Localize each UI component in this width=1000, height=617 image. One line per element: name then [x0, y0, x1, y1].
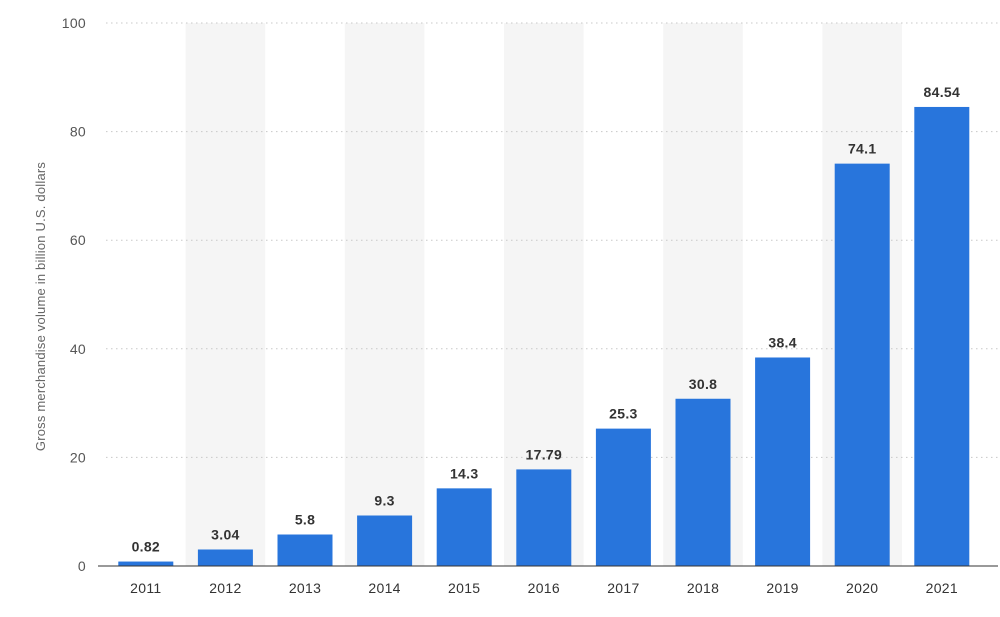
- y-tick-label: 20: [70, 449, 86, 465]
- bars: [118, 106, 970, 566]
- data-label: 25.3: [609, 406, 637, 422]
- x-tick-label: 2018: [687, 580, 719, 596]
- data-label: 30.8: [689, 376, 717, 392]
- data-label: 9.3: [374, 493, 394, 509]
- y-tick-label: 100: [62, 15, 86, 31]
- x-tick-label: 2017: [607, 580, 639, 596]
- x-tick-label: 2014: [368, 580, 400, 596]
- data-label: 38.4: [768, 334, 796, 350]
- bar-2019: [755, 357, 811, 566]
- x-tick-label: 2021: [926, 580, 958, 596]
- bar-2018: [675, 398, 731, 566]
- y-tick-label: 60: [70, 232, 86, 248]
- band-2014: [344, 23, 425, 566]
- x-tick-label: 2015: [448, 580, 480, 596]
- x-axis-ticks: 2011 2012 2013 2014 2015 2016 2017 2018 2019 2020…: [130, 580, 958, 596]
- bar-2012: [197, 549, 253, 566]
- data-label: 14.3: [450, 465, 478, 481]
- band-2012: [185, 23, 266, 566]
- x-tick-label: 2012: [209, 580, 241, 596]
- data-label: 0.82: [132, 539, 160, 555]
- y-axis-label: Gross merchandise volume in billion U.S.…: [33, 162, 48, 452]
- data-label: 17.79: [526, 446, 563, 462]
- x-tick-label: 2013: [289, 580, 321, 596]
- data-label: 5.8: [295, 512, 315, 528]
- x-tick-label: 2019: [766, 580, 798, 596]
- data-label: 84.54: [924, 84, 961, 100]
- bar-2021: [914, 106, 970, 566]
- y-axis-ticks: 0 20 40 60 80 100: [62, 15, 86, 574]
- y-tick-label: 0: [78, 558, 86, 574]
- data-labels: 0.82 3.04 5.8 9.3 14.3 17.79 25.3 30.8 38.4 74.1 8…: [132, 84, 961, 555]
- y-tick-label: 80: [70, 124, 86, 140]
- x-tick-label: 2011: [130, 580, 161, 596]
- bar-2011: [118, 561, 174, 566]
- bar-2020: [834, 163, 890, 566]
- data-label: 3.04: [211, 526, 239, 542]
- x-tick-label: 2016: [528, 580, 560, 596]
- x-tick-label: 2020: [846, 580, 878, 596]
- y-tick-label: 40: [70, 341, 86, 357]
- bar-2015: [436, 488, 492, 566]
- bar-2014: [357, 515, 413, 566]
- bar-2016: [516, 469, 572, 566]
- bar-2017: [595, 428, 651, 566]
- bar-2013: [277, 534, 333, 566]
- gridlines: [106, 22, 998, 458]
- data-label: 74.1: [848, 141, 876, 157]
